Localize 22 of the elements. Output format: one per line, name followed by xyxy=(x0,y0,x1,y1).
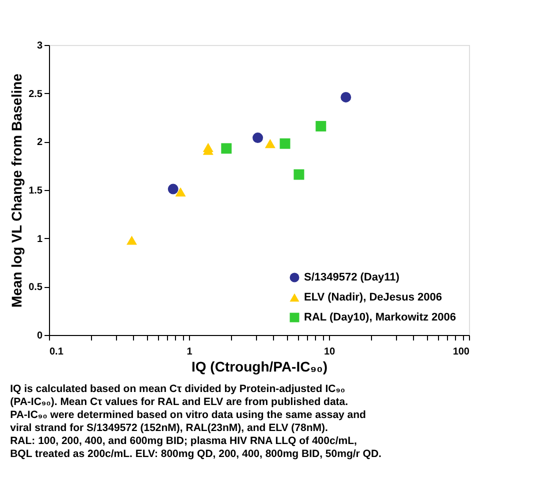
x-tick-label: 100 xyxy=(452,346,470,358)
x-axis-title: IQ (Ctrough/PA-IC₉₀) xyxy=(192,358,328,374)
y-tick-label: 0 xyxy=(36,330,43,342)
x-tick-label: 1 xyxy=(186,346,193,358)
text: RAL: 100, 200, 400, and 600mg BID; plasma HIV RNA LLQ of 400c/mL, xyxy=(10,435,357,447)
y-tick-label: 1 xyxy=(36,234,43,245)
x-tick-label: 0.1 xyxy=(50,346,64,358)
y-tick-label: 1.5 xyxy=(28,186,43,196)
text: IQ is calculated based on mean Cτ divided by Protein-adjusted IC₉₀ xyxy=(10,383,346,395)
y-tick-label: 2 xyxy=(36,137,43,148)
y-tick-label: 2.5 xyxy=(28,88,43,100)
legend-label: S/1349572 (Day11) xyxy=(304,272,400,284)
text: viral strand for S/1349572 (152nM), RAL(23nM), and ELV (78nM). xyxy=(10,422,328,434)
legend-label: RAL (Day10), Markowitz 2006 xyxy=(304,312,456,324)
text: PA-IC₉₀ were determined based on vitro data using the same assay and xyxy=(10,409,366,421)
y-tick-label: 0.5 xyxy=(28,282,43,294)
y-axis-title: Mean log VL Change from Baseline xyxy=(8,73,25,308)
y-tick-label: 3 xyxy=(36,40,43,52)
text: (PA-IC₉₀). Mean Cτ values for RAL and ELV are from published data. xyxy=(10,396,348,408)
text: BQL treated as 200c/mL. ELV: 800mg QD, 200, 400, 800mg BID, 50mg/r QD. xyxy=(10,448,382,460)
legend-label: ELV (Nadir), DeJesus 2006 xyxy=(304,292,442,304)
x-tick-label: 10 xyxy=(324,346,336,358)
